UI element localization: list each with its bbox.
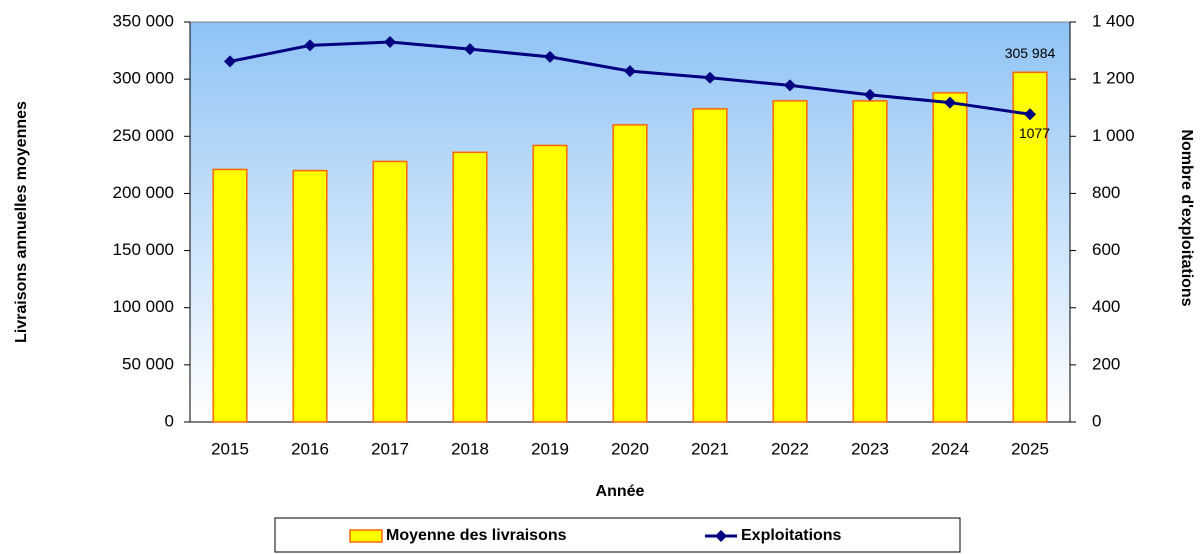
x-axis-title: Année	[596, 483, 645, 500]
y2-tick-label: 1 400	[1092, 11, 1135, 30]
marker	[544, 50, 556, 63]
legend-swatch	[715, 530, 727, 542]
marker	[784, 79, 796, 92]
marker	[704, 71, 716, 84]
y-tick-label: 150 000	[113, 240, 174, 259]
marker	[304, 39, 316, 52]
y-tick-label: 250 000	[113, 126, 174, 145]
x-tick-label: 2021	[691, 439, 729, 458]
x-tick-label: 2017	[371, 439, 409, 458]
y-tick-label: 300 000	[113, 69, 174, 88]
marker	[1024, 108, 1036, 121]
y-tick-label: 100 000	[113, 297, 174, 316]
x-tick-label: 2024	[931, 439, 969, 458]
x-tick-label: 2015	[211, 439, 249, 458]
x-tick-label: 2019	[531, 439, 569, 458]
bar	[772, 100, 808, 423]
y2-tick-label: 600	[1092, 240, 1120, 259]
y2-axis-title: Nombre d'exploitations	[1178, 129, 1195, 306]
legend-label: Moyenne des livraisons	[386, 527, 567, 544]
bar	[852, 100, 888, 423]
x-tick-label: 2018	[451, 439, 489, 458]
x-tick-label: 2020	[611, 439, 649, 458]
y-tick-label: 50 000	[122, 354, 174, 373]
y2-tick-label: 800	[1092, 183, 1120, 202]
marker	[624, 65, 636, 78]
x-tick-label: 2023	[851, 439, 889, 458]
marker	[224, 55, 236, 68]
bar	[452, 151, 488, 423]
bar	[1012, 71, 1048, 423]
marker	[464, 43, 476, 56]
bar	[292, 169, 328, 423]
legend-label: Exploitations	[741, 527, 842, 544]
y2-tick-label: 1 000	[1092, 126, 1135, 145]
bar	[372, 160, 408, 423]
y2-tick-label: 200	[1092, 354, 1120, 373]
x-tick-label: 2025	[1011, 439, 1049, 458]
y-tick-label: 0	[165, 411, 174, 430]
bar	[612, 124, 648, 423]
legend	[274, 517, 961, 553]
marker	[944, 96, 956, 109]
data-label: 1077	[1019, 125, 1050, 141]
y2-tick-label: 1 200	[1092, 69, 1135, 88]
x-tick-label: 2022	[771, 439, 809, 458]
y2-tick-label: 0	[1092, 411, 1101, 430]
marker	[864, 88, 876, 101]
y-tick-label: 350 000	[113, 11, 174, 30]
legend-swatch	[349, 529, 383, 543]
y-tick-label: 200 000	[113, 183, 174, 202]
bar	[532, 144, 568, 423]
bar	[212, 168, 248, 423]
y-axis-title: Livraisons annuelles moyennes	[13, 101, 30, 343]
y2-tick-label: 400	[1092, 297, 1120, 316]
data-label: 305 984	[1005, 45, 1056, 61]
x-tick-label: 2016	[291, 439, 329, 458]
marker	[384, 36, 396, 48]
bar	[932, 92, 968, 423]
bar	[692, 108, 728, 423]
